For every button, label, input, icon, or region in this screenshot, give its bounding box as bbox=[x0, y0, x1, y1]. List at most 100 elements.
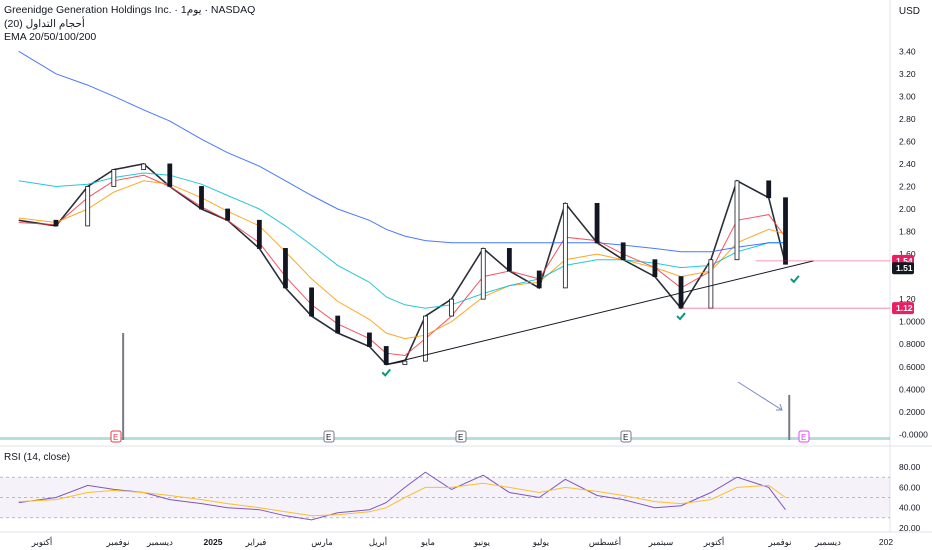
rsi-tick: 80.00 bbox=[899, 462, 921, 472]
candle bbox=[85, 186, 91, 227]
candle bbox=[594, 202, 600, 244]
price-tick: 3.00 bbox=[899, 91, 916, 101]
candle bbox=[708, 259, 714, 309]
volume-legend: أحجام التداول (20) bbox=[4, 18, 85, 30]
price-label-text: 1.51 bbox=[896, 263, 913, 273]
check-icon bbox=[381, 368, 391, 377]
chart-title: Greenidge Generation Holdings Inc. · 1يو… bbox=[4, 4, 256, 16]
candle bbox=[283, 248, 288, 289]
time-tick: ديسمبر bbox=[146, 537, 173, 548]
time-tick: مايو bbox=[420, 537, 435, 548]
time-tick: أغسطس bbox=[589, 535, 621, 548]
earnings-marker bbox=[620, 430, 632, 443]
volume-baseline bbox=[0, 437, 890, 440]
time-tick: أبريل bbox=[369, 535, 387, 548]
price-tick: 2.00 bbox=[899, 204, 916, 214]
price-tick: 1.60 bbox=[899, 249, 916, 259]
candle bbox=[53, 219, 59, 227]
candle bbox=[480, 248, 486, 300]
time-tick: نوفمبر bbox=[768, 537, 792, 548]
price-tick: 0.6000 bbox=[899, 362, 925, 372]
volume-bar bbox=[788, 394, 791, 440]
candle bbox=[167, 163, 173, 187]
check-icon bbox=[790, 275, 800, 284]
candle bbox=[199, 186, 204, 210]
ema-legend: EMA 20/50/100/200 bbox=[4, 31, 97, 43]
candle bbox=[383, 346, 389, 365]
candle bbox=[256, 219, 262, 249]
series-price bbox=[18, 163, 787, 366]
arrow-head-icon bbox=[776, 403, 783, 411]
price-tick: 3.40 bbox=[899, 46, 916, 56]
price-tick: 0.4000 bbox=[899, 384, 925, 394]
price-tick: 3.20 bbox=[899, 69, 916, 79]
candle bbox=[423, 315, 428, 362]
price-label-text: 1.54 bbox=[896, 256, 913, 266]
earnings-marker-label: E bbox=[113, 433, 118, 442]
candle bbox=[562, 202, 568, 289]
price-tick: 2.60 bbox=[899, 136, 916, 146]
price-tick: 2.40 bbox=[899, 159, 916, 169]
price-label-badge bbox=[892, 302, 914, 315]
candle bbox=[506, 248, 512, 272]
trendline bbox=[386, 260, 814, 365]
time-tick: ديسمبر bbox=[814, 537, 841, 548]
candle bbox=[141, 163, 147, 170]
candle bbox=[309, 287, 314, 317]
time-tick: يونيو bbox=[473, 537, 491, 548]
candle bbox=[766, 180, 772, 199]
time-tick: أكتوبر bbox=[703, 535, 724, 548]
candle bbox=[402, 360, 408, 365]
price-label-text: 1.12 bbox=[896, 303, 913, 313]
price-tick: 2.20 bbox=[899, 181, 916, 191]
price-tick: 1.80 bbox=[899, 227, 916, 237]
earnings-marker bbox=[110, 430, 122, 443]
currency-label: USD bbox=[898, 6, 920, 17]
candle bbox=[225, 208, 231, 221]
earnings-marker bbox=[323, 430, 335, 443]
time-tick: فبراير bbox=[245, 537, 267, 548]
candle bbox=[111, 169, 117, 187]
candle bbox=[536, 270, 542, 289]
series-ema-50 bbox=[18, 180, 786, 340]
earnings-marker-label: E bbox=[326, 433, 331, 442]
candle bbox=[620, 242, 626, 261]
time-tick: أكتوبر bbox=[31, 535, 52, 548]
earnings-marker-label: E bbox=[623, 433, 628, 442]
price-tick: -0.0000 bbox=[899, 429, 928, 439]
time-tick: سبتمبر bbox=[648, 537, 673, 548]
check-icon bbox=[676, 312, 686, 321]
price-label-badge bbox=[892, 262, 914, 275]
candle bbox=[367, 332, 372, 347]
rsi-series-ma bbox=[18, 482, 786, 517]
time-tick: 2025 bbox=[204, 537, 223, 547]
time-tick: 202 bbox=[879, 537, 893, 547]
earnings-marker bbox=[798, 430, 810, 443]
rsi-tick: 60.00 bbox=[899, 482, 921, 492]
rsi-tick: 20.00 bbox=[899, 523, 921, 533]
time-tick: مارس bbox=[311, 537, 333, 548]
time-tick: يوليو bbox=[532, 537, 550, 548]
price-tick: 0.2000 bbox=[899, 407, 925, 417]
price-tick: 2.80 bbox=[899, 114, 916, 124]
price-tick: 1.20 bbox=[899, 294, 916, 304]
series-ema-200 bbox=[18, 50, 786, 253]
volume-bar bbox=[122, 332, 125, 440]
rsi-series-rsi bbox=[18, 471, 786, 521]
earnings-marker-label: E bbox=[801, 433, 806, 442]
time-tick: نوفمبر bbox=[106, 537, 130, 548]
arrow-line bbox=[737, 381, 783, 411]
earnings-marker bbox=[455, 430, 467, 443]
series-ema-100 bbox=[18, 172, 786, 309]
candle bbox=[449, 298, 454, 317]
price-tick: 0.8000 bbox=[899, 339, 925, 349]
candle bbox=[783, 197, 788, 265]
candle bbox=[734, 180, 740, 261]
earnings-marker-label: E bbox=[458, 433, 463, 442]
price-tick: 1.0000 bbox=[899, 317, 925, 327]
rsi-tick: 40.00 bbox=[899, 503, 921, 513]
rsi-title: RSI (14, close) bbox=[4, 452, 71, 463]
candle bbox=[335, 315, 341, 334]
candle bbox=[652, 259, 658, 278]
